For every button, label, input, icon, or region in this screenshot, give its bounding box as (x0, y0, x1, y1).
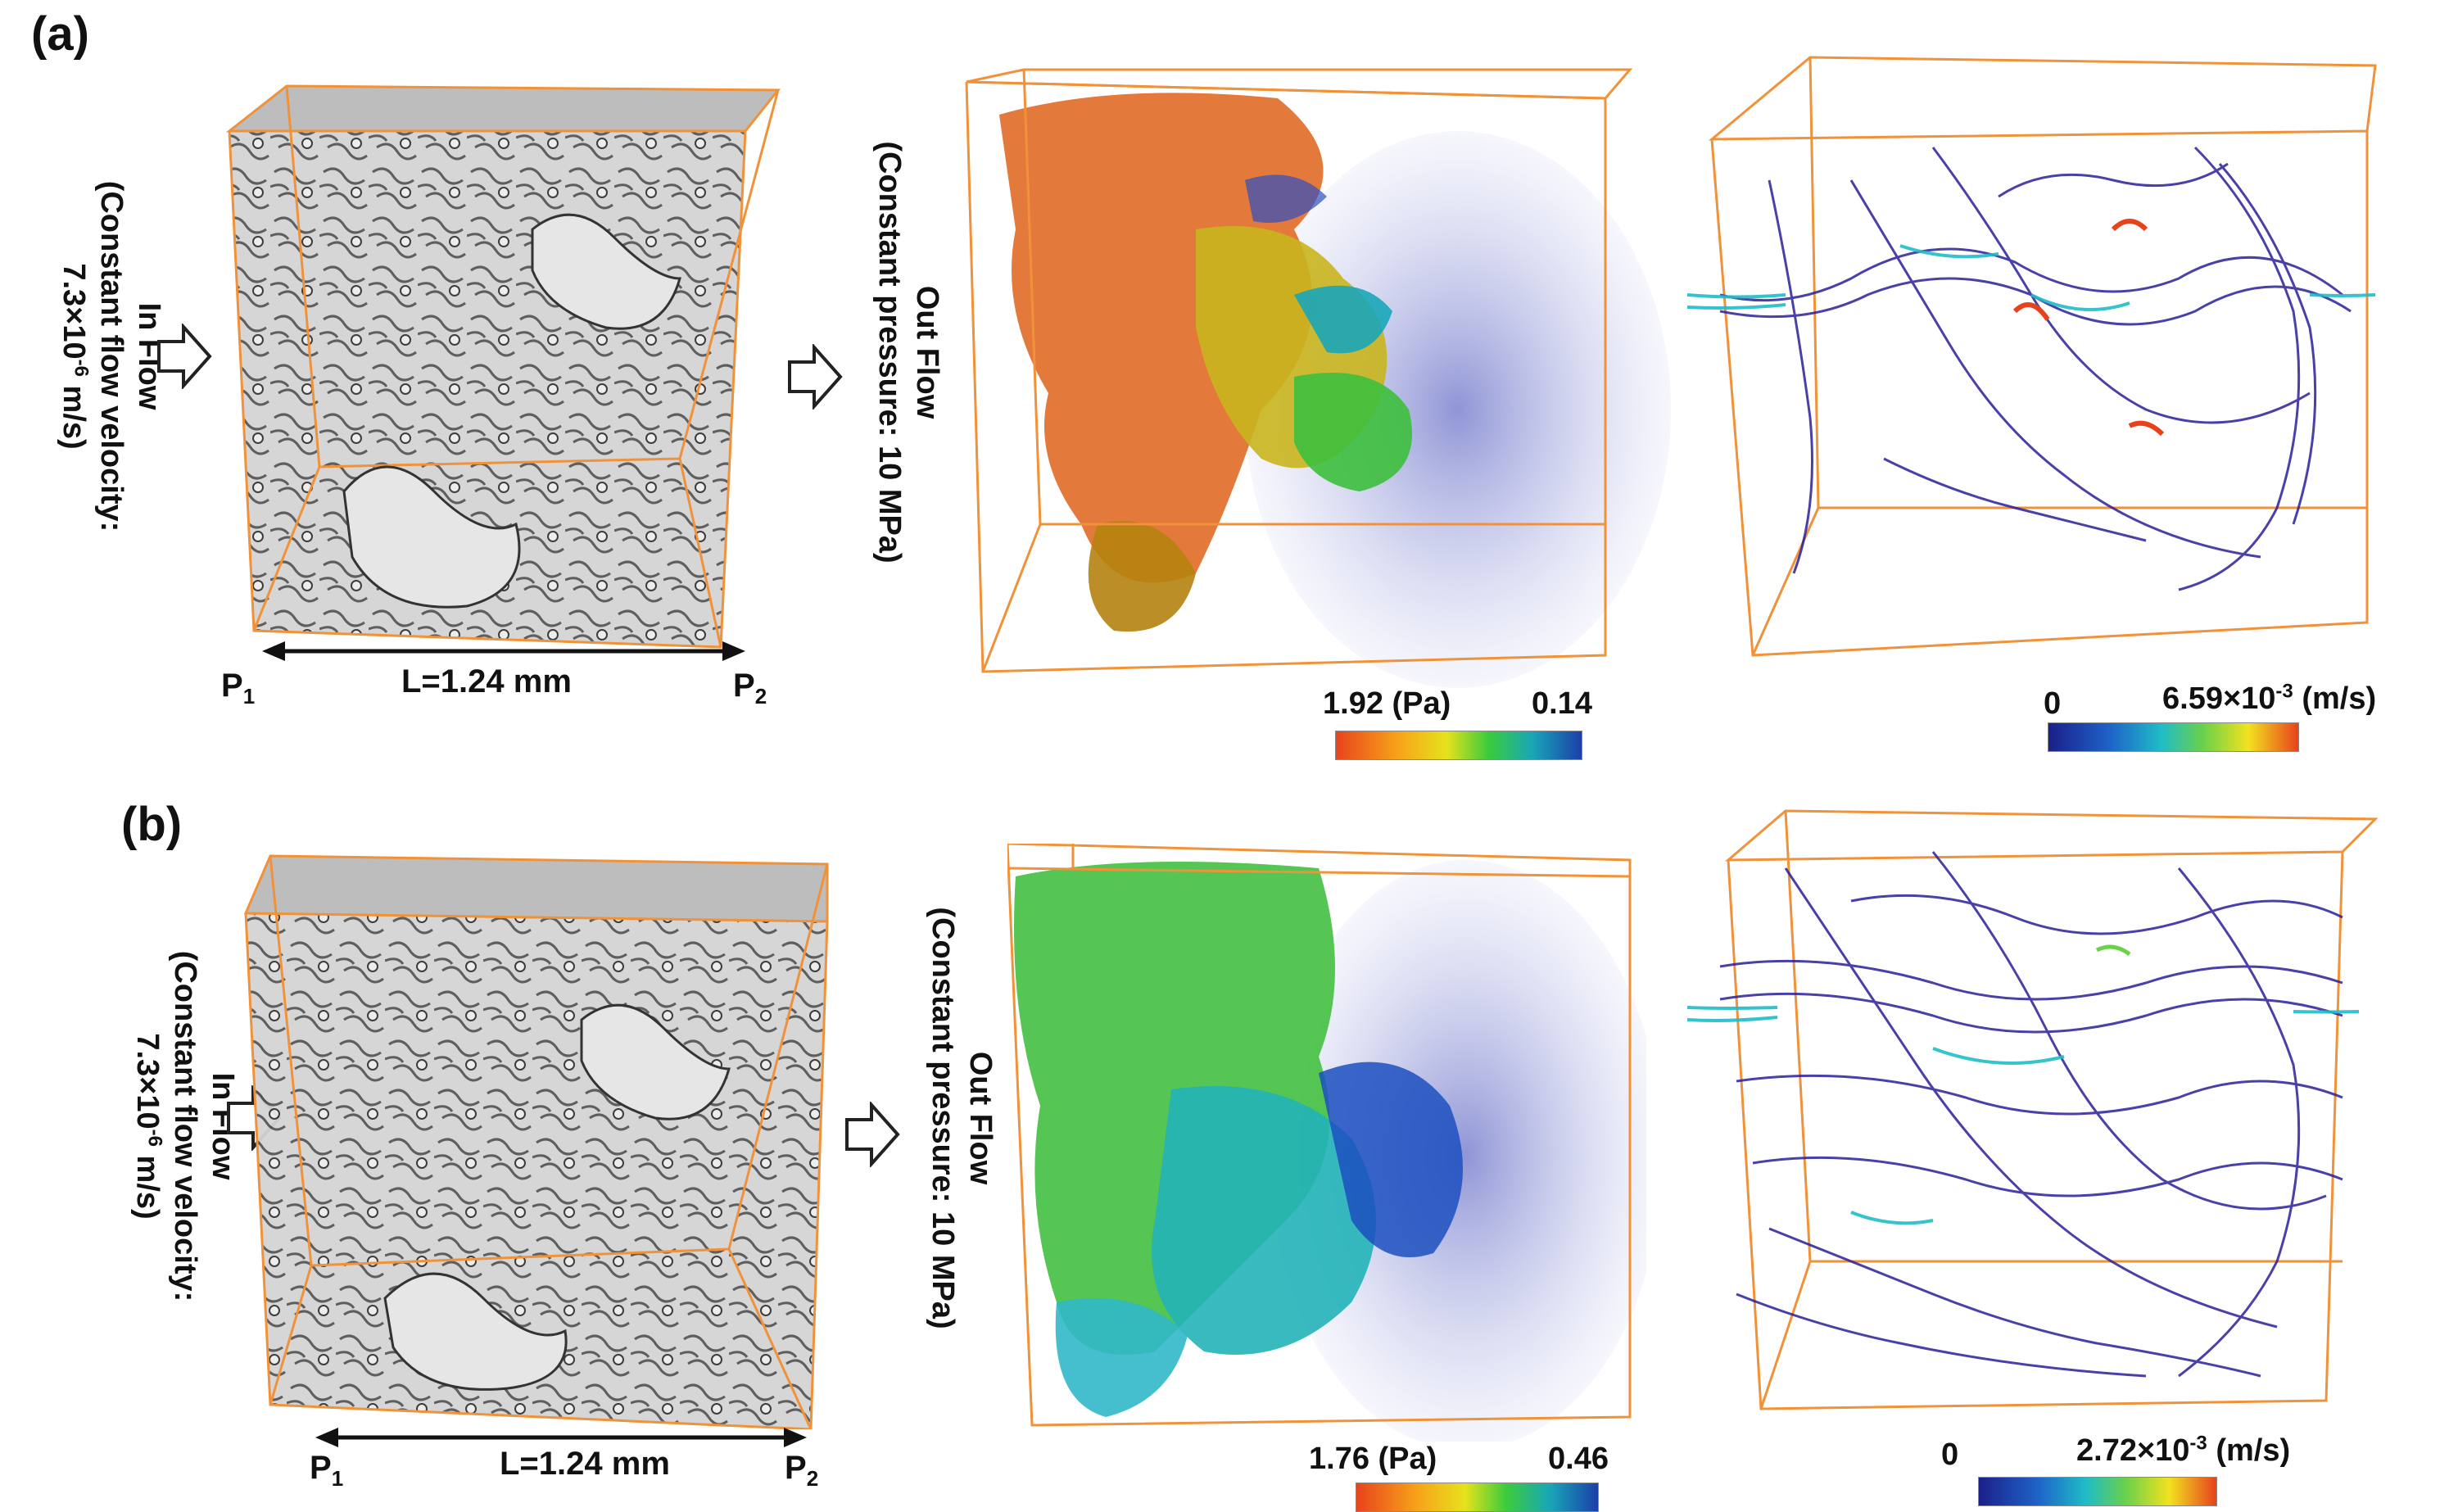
length-arrow (262, 641, 745, 661)
pressure-colorbar (1356, 1483, 1599, 1512)
velocity-max-label: 2.72×10-3 (m/s) (2076, 1432, 2291, 1468)
velocity-min-label: 0 (2044, 686, 2062, 721)
p2-label: P2 (733, 668, 767, 708)
p1-label: P1 (221, 668, 256, 708)
panel-label: (b) (121, 798, 183, 851)
p2-label: P2 (785, 1450, 819, 1491)
inflow-label: In Flow (Constant flow velocity: 7.3×10-… (119, 913, 242, 1339)
pressure-max-label: 1.92 (Pa) (1323, 686, 1451, 721)
pressure-field-cube (965, 68, 1671, 688)
pressure-field-cube (1007, 844, 1646, 1442)
panel-label: (a) (31, 7, 89, 61)
inflow-arrow-icon (157, 324, 212, 389)
outflow-condition: (Constant pressure: 10 MPa) (872, 141, 907, 564)
outflow-title: Out Flow (963, 1051, 998, 1185)
rock-structure-cube (225, 84, 781, 649)
length-label: L=1.24 mm (500, 1446, 670, 1482)
length-label: L=1.24 mm (401, 663, 572, 699)
velocity-streamlines-cube (1687, 809, 2379, 1410)
outflow-arrow-icon (845, 1102, 900, 1167)
outflow-condition: (Constant pressure: 10 MPa) (926, 907, 960, 1329)
velocity-max-label: 6.59×10-3 (m/s) (2162, 680, 2377, 716)
panel-a: (a) In Flow (Constant flow velocity: 7.3… (0, 0, 2449, 760)
outflow-label: Out Flow (Constant pressure: 10 MPa) (917, 897, 999, 1339)
pressure-colorbar (1335, 731, 1582, 760)
velocity-colorbar (1978, 1477, 2217, 1506)
velocity-streamlines-cube (1687, 56, 2377, 657)
pressure-min-label: 0.46 (1548, 1442, 1609, 1476)
inflow-velocity: 7.3×10-6 m/s) (57, 263, 93, 450)
outflow-title: Out Flow (910, 285, 944, 419)
inflow-condition: (Constant flow velocity: (168, 950, 202, 1302)
rock-structure-cube (243, 854, 829, 1429)
velocity-min-label: 0 (1941, 1437, 1959, 1472)
panel-b: (b) In Flow (Constant flow velocity: 7.3… (0, 782, 2449, 1512)
p1-label: P1 (310, 1450, 344, 1491)
pressure-max-label: 1.76 (Pa) (1309, 1442, 1437, 1476)
inflow-label: In Flow (Constant flow velocity: 7.3×10-… (45, 143, 168, 569)
inflow-velocity: 7.3×10-6 m/s) (130, 1033, 166, 1220)
velocity-colorbar (2048, 722, 2299, 752)
inflow-condition: (Constant flow velocity: (94, 180, 129, 532)
outflow-label: Out Flow (Constant pressure: 10 MPa) (864, 131, 946, 573)
length-arrow (315, 1428, 807, 1447)
pressure-min-label: 0.14 (1532, 686, 1592, 721)
outflow-arrow-icon (788, 344, 843, 410)
